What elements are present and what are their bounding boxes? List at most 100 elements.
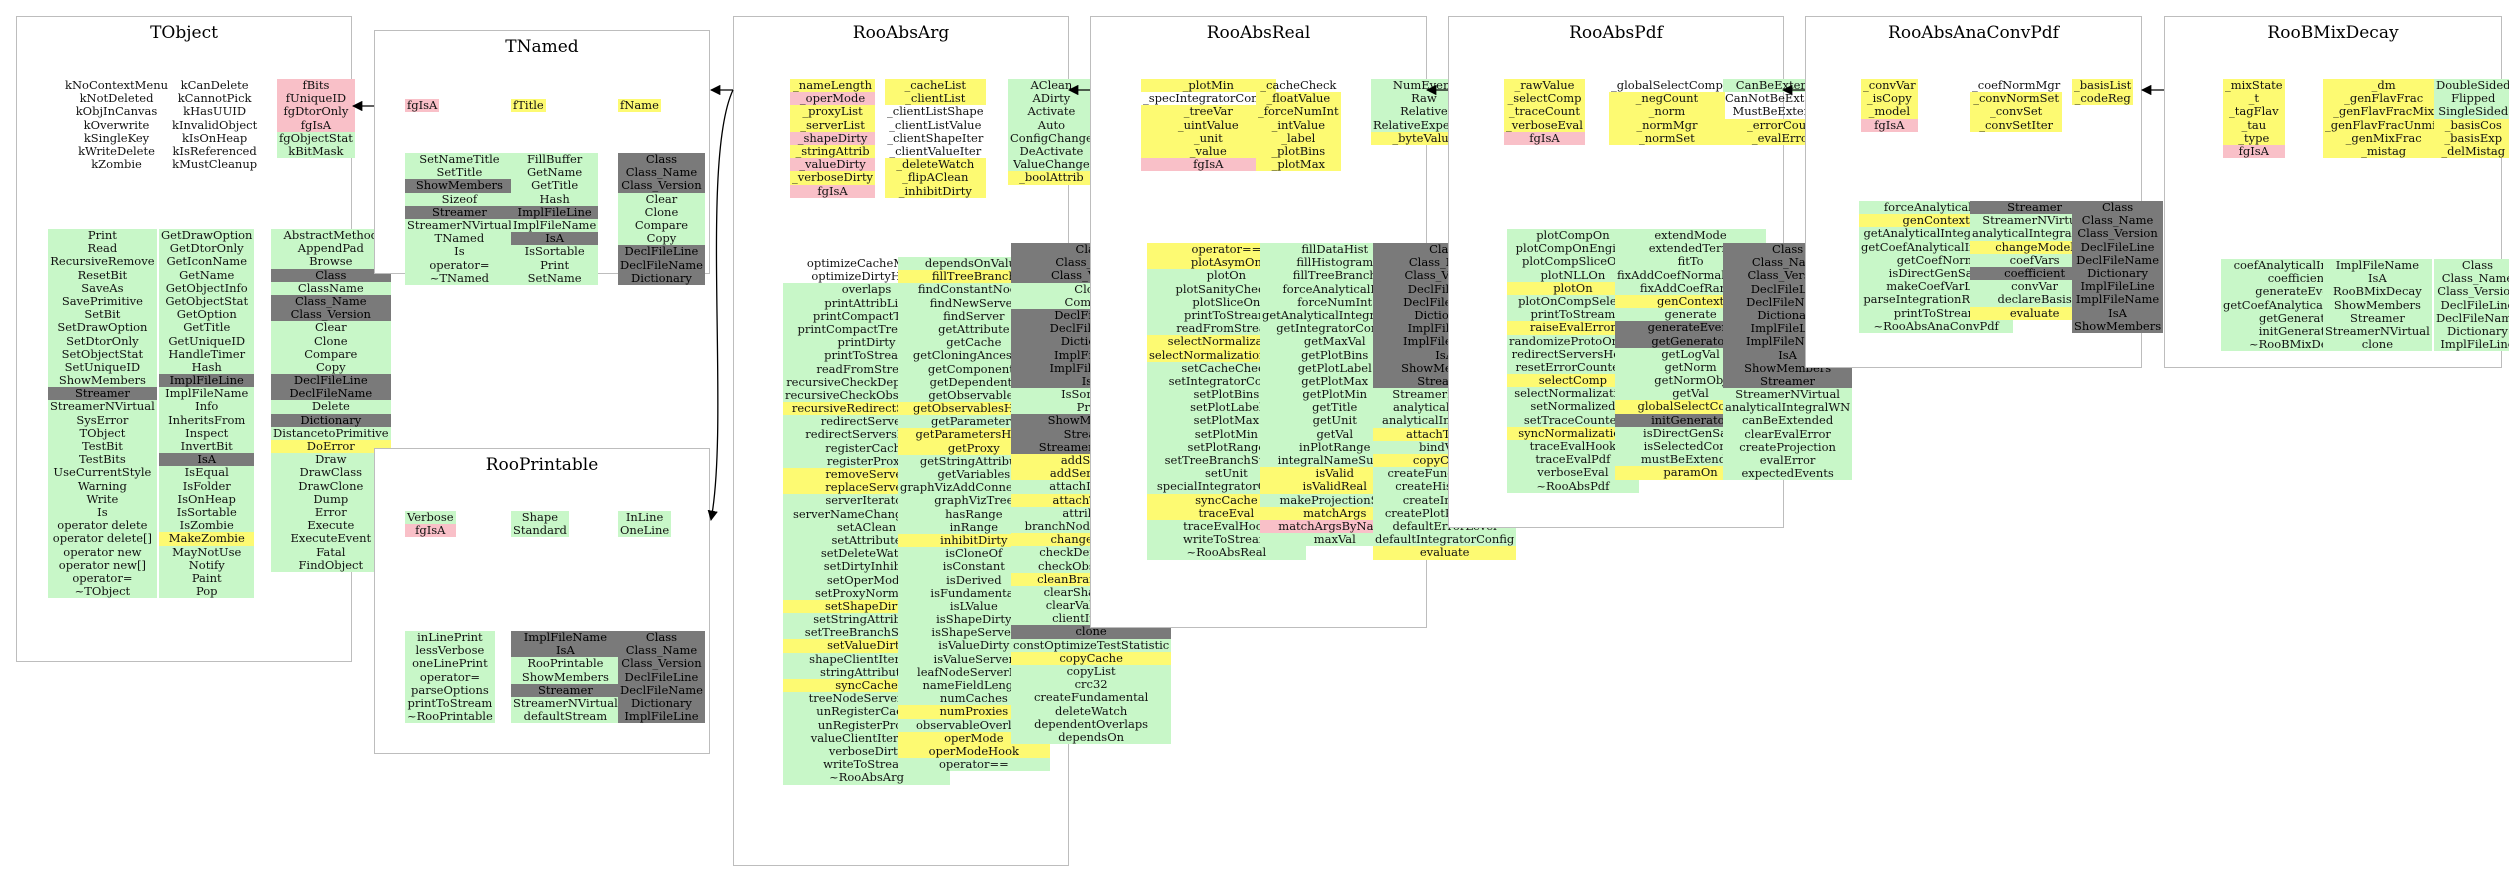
class-member: GetObjectInfo (159, 281, 255, 295)
class-member: selectComp (1507, 373, 1639, 388)
class-member: getUnit (1260, 414, 1410, 428)
class-member: ValueChange (1008, 157, 1095, 172)
class-member: SetUniqueID (48, 360, 157, 375)
member-group: AbstractMethod AppendPad Browse Class ClassN… (271, 228, 391, 572)
class-member: _convNormSet (1970, 91, 2063, 106)
class-member: Standard (511, 523, 569, 538)
class-member: GetTitle (511, 179, 599, 193)
class-member: Class (618, 152, 705, 167)
class-member: _basisList (2072, 78, 2134, 93)
class-member: TestBits (48, 452, 157, 467)
class-member: ~RooAbsArg (783, 771, 951, 785)
member-group: DoubleSided Flipped SingleSided _basisCos _b… (2434, 78, 2509, 159)
class-member: OneLine (618, 523, 672, 538)
arrow-rooabsarg-to-rooprintable (707, 89, 734, 522)
class-member: Class_Version (271, 307, 391, 322)
class-member: getAnalyticalIntegralWN (1260, 307, 1410, 323)
class-member: Activate (1008, 105, 1095, 119)
class-member: operator delete[] (48, 532, 157, 546)
class-member: StreamerNVirtual (1970, 213, 2100, 228)
class-member: kObjInCanvas (75, 104, 158, 119)
class-member: Class_Version (618, 657, 705, 671)
class-member: _plotMin (1141, 78, 1276, 93)
member-group: inLinePrint lessVerbose oneLinePrint operat… (405, 630, 495, 724)
class-member: GetDtorOnly (159, 241, 255, 256)
class-member: Info (159, 400, 255, 414)
class-member: TNamed (405, 231, 514, 246)
class-member: plotNLLOn (1507, 268, 1639, 282)
class-member: dependsOn (1011, 730, 1172, 745)
class-member: DeclFileName (2072, 253, 2164, 267)
class-member: ~RooPrintable (405, 709, 495, 724)
class-box-tnamed: TNamed fgIsA fTitle fName SetNameTitle SetTit… (374, 30, 710, 285)
class-member: ConfigChange (1008, 130, 1095, 145)
class-member: _intValue (1256, 118, 1341, 132)
class-member: fgIsA (790, 184, 876, 198)
class-member: IsA (159, 452, 255, 467)
class-member: printToStream (405, 696, 495, 711)
class-member: TestBit (48, 439, 157, 454)
class-member: GetIconName (159, 255, 255, 269)
class-member: _label (1256, 131, 1341, 145)
class-member: kNotDeleted (79, 91, 154, 106)
class-member: matchArgsByName (1260, 519, 1410, 534)
member-group: Verbose fgIsA (405, 510, 456, 538)
class-member: SetName (511, 271, 599, 285)
member-group: _cacheList _clientList _clientListShape _cl… (885, 78, 986, 198)
class-member: RooPrintable (511, 657, 620, 671)
class-member: ShowMembers (2072, 318, 2164, 333)
member-group: fTitle (511, 98, 546, 113)
class-member: _serverList (790, 118, 876, 132)
class-member: SaveAs (48, 281, 157, 295)
member-group: _globalSelectComp _negCount _norm _normMgr _… (1609, 78, 1725, 145)
member-group: FillBuffer GetName GetTitle Hash ImplFileLin… (511, 152, 599, 285)
class-member: analyticalIntegralWN (1723, 400, 1853, 415)
class-member: Execute (271, 518, 391, 533)
class-member: IsSortable (159, 505, 255, 520)
class-member: StreamerNVirtual (405, 217, 514, 233)
class-member: ShowMembers (2323, 298, 2432, 312)
class-member: Notify (159, 558, 255, 572)
class-member: _dm (2323, 78, 2445, 93)
class-member: _deleteWatch (885, 157, 986, 172)
class-member: DrawClass (271, 466, 391, 480)
class-member: fillDataHist (1260, 242, 1410, 257)
class-member: _tagFlav (2223, 105, 2285, 119)
class-member: _flipAClean (885, 171, 986, 185)
class-member: redirectServersHook (1507, 347, 1639, 361)
class-member: kZombie (91, 157, 142, 172)
class-member: verboseEval (1507, 466, 1639, 480)
member-group: AClean ADirty Activate Auto ConfigChange DeAc… (1008, 78, 1095, 185)
class-member: Print (511, 258, 599, 272)
class-member: Draw (271, 452, 391, 467)
class-member: kCannotPick (177, 91, 252, 106)
class-member: kIsReferenced (172, 143, 257, 158)
class-member: _convSetIter (1970, 118, 2063, 132)
class-member: declareBasis (1970, 293, 2100, 307)
class-member: plotCompOn (1507, 228, 1639, 243)
class-member: operator== (898, 757, 1050, 772)
class-member: defaultStream (511, 709, 620, 724)
class-member: Class_Name (271, 294, 391, 309)
class-member: Browse (271, 255, 391, 269)
class-member: Streamer (48, 387, 157, 401)
class-member: _unit (1141, 131, 1276, 145)
member-group: InLine OneLine (618, 510, 672, 538)
class-member: _stringAttrib (790, 144, 876, 159)
class-member: MakeZombie (159, 532, 255, 546)
class-member: raiseEvalError (1507, 321, 1639, 335)
class-member: Read (48, 241, 157, 256)
class-member: ResetBit (48, 268, 157, 282)
class-member: _uintValue (1141, 118, 1276, 132)
class-member: _normSet (1609, 131, 1725, 145)
class-member: DeclFileLine (271, 373, 391, 388)
class-member: Class (2072, 200, 2164, 215)
member-group: _nameLength _operMode _proxyList _serverLis… (790, 78, 876, 198)
class-member: DeclFileLine (618, 670, 705, 684)
class-member: IsEqual (159, 466, 255, 480)
class-title: TNamed (505, 37, 579, 57)
class-member: SetNameTitle (405, 152, 514, 167)
class-member: ImplFileLine (618, 709, 705, 724)
